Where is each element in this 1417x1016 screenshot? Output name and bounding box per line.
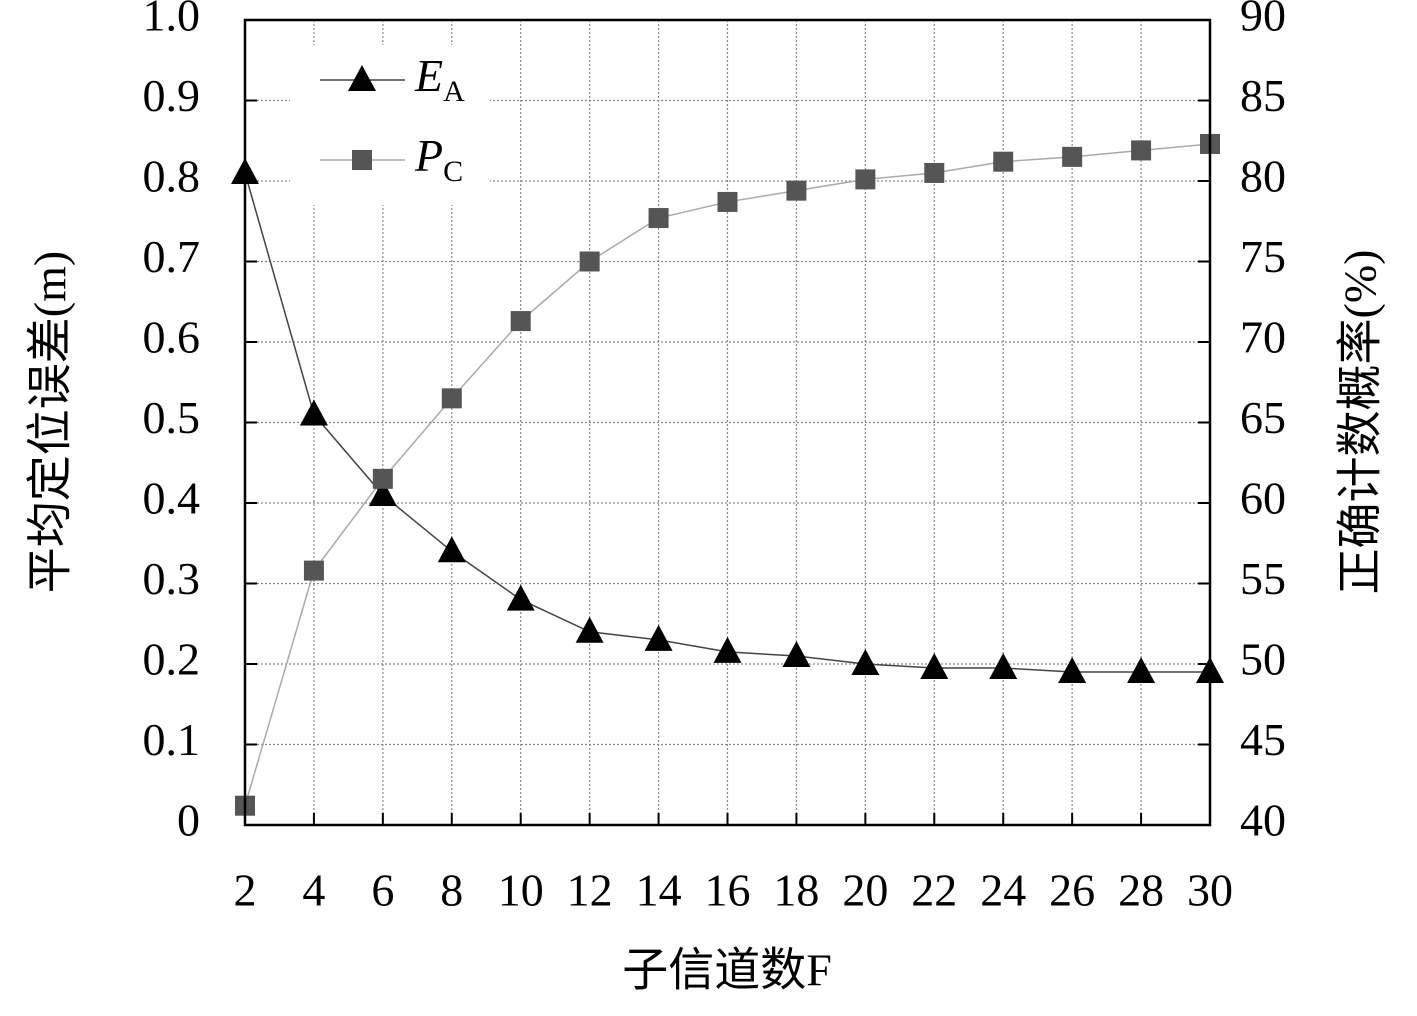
data-point <box>851 649 880 675</box>
x-tick-label: 24 <box>980 865 1026 916</box>
x-tick-label: 18 <box>773 865 819 916</box>
y2-tick-label: 55 <box>1240 553 1286 604</box>
data-point <box>713 636 742 663</box>
data-point <box>575 616 604 643</box>
data-point <box>855 169 876 190</box>
data-point <box>1127 657 1156 684</box>
x-tick-label: 30 <box>1187 865 1233 916</box>
y2-tick-label: 45 <box>1240 714 1286 765</box>
y-tick-label: 0.1 <box>143 714 201 765</box>
x-tick-label: 20 <box>842 865 888 916</box>
y-tick-label: 0.4 <box>143 473 201 524</box>
x-tick-label: 22 <box>911 865 957 916</box>
data-point <box>303 560 324 581</box>
legend-box <box>290 45 490 205</box>
y-tick-label: 0.7 <box>143 231 201 282</box>
data-point <box>368 479 397 506</box>
y2-tick-label: 90 <box>1240 0 1286 41</box>
x-tick-label: 6 <box>371 865 394 916</box>
data-point <box>644 624 673 651</box>
data-point <box>579 251 600 272</box>
y2-tick-label: 70 <box>1240 312 1286 363</box>
x-tick-label: 16 <box>705 865 751 916</box>
legend-subscript: A <box>443 75 465 108</box>
x-tick-label: 28 <box>1118 865 1164 916</box>
legend-name: E <box>414 50 443 101</box>
y2-axis-title: 正确计数概率(%) <box>1335 250 1386 595</box>
legend-label: PC <box>414 130 463 188</box>
y2-tick-label: 65 <box>1240 392 1286 443</box>
y-tick-label: 0.2 <box>143 634 201 685</box>
legend-marker <box>352 150 372 170</box>
legend-marker <box>348 65 376 91</box>
x-tick-label: 8 <box>440 865 463 916</box>
y-axis-title: 平均定位误差(m) <box>25 251 76 593</box>
data-point <box>372 468 393 489</box>
legend-name: P <box>414 130 443 181</box>
data-point <box>717 191 738 212</box>
data-point <box>506 584 535 611</box>
y-tick-label: 0.8 <box>143 151 201 202</box>
y-tick-label: 0.3 <box>143 553 201 604</box>
y2-tick-label: 75 <box>1240 231 1286 282</box>
x-tick-label: 12 <box>567 865 613 916</box>
y-tick-label: 0.6 <box>143 312 201 363</box>
y-tick-label: 1.0 <box>143 0 201 41</box>
data-point <box>989 653 1018 680</box>
legend-label: EA <box>414 50 465 108</box>
data-point <box>1131 140 1152 161</box>
data-point <box>786 180 807 201</box>
y-tick-label: 0.9 <box>143 70 201 121</box>
data-point <box>1058 657 1087 684</box>
y2-tick-label: 85 <box>1240 70 1286 121</box>
data-point <box>648 208 669 229</box>
y2-tick-label: 60 <box>1240 473 1286 524</box>
y-tick-label: 0.5 <box>143 392 201 443</box>
plot-frame <box>243 18 1212 827</box>
data-point <box>441 388 462 409</box>
x-tick-label: 14 <box>636 865 682 916</box>
x-axis-title: 子信道数F <box>622 945 832 996</box>
data-point <box>924 162 945 183</box>
data-point <box>299 399 328 426</box>
x-tick-label: 2 <box>234 865 257 916</box>
data-point <box>1062 146 1083 167</box>
y2-tick-label: 40 <box>1240 795 1286 846</box>
y2-tick-label: 50 <box>1240 634 1286 685</box>
data-point <box>993 151 1014 172</box>
y2-tick-label: 80 <box>1240 151 1286 202</box>
x-tick-label: 26 <box>1049 865 1095 916</box>
data-point <box>437 536 466 563</box>
x-tick-label: 4 <box>302 865 325 916</box>
x-tick-label: 10 <box>498 865 544 916</box>
legend-subscript: C <box>443 155 463 188</box>
data-point <box>920 653 949 680</box>
data-point <box>782 640 811 667</box>
data-point <box>510 311 531 332</box>
y-tick-label: 0 <box>177 795 200 846</box>
